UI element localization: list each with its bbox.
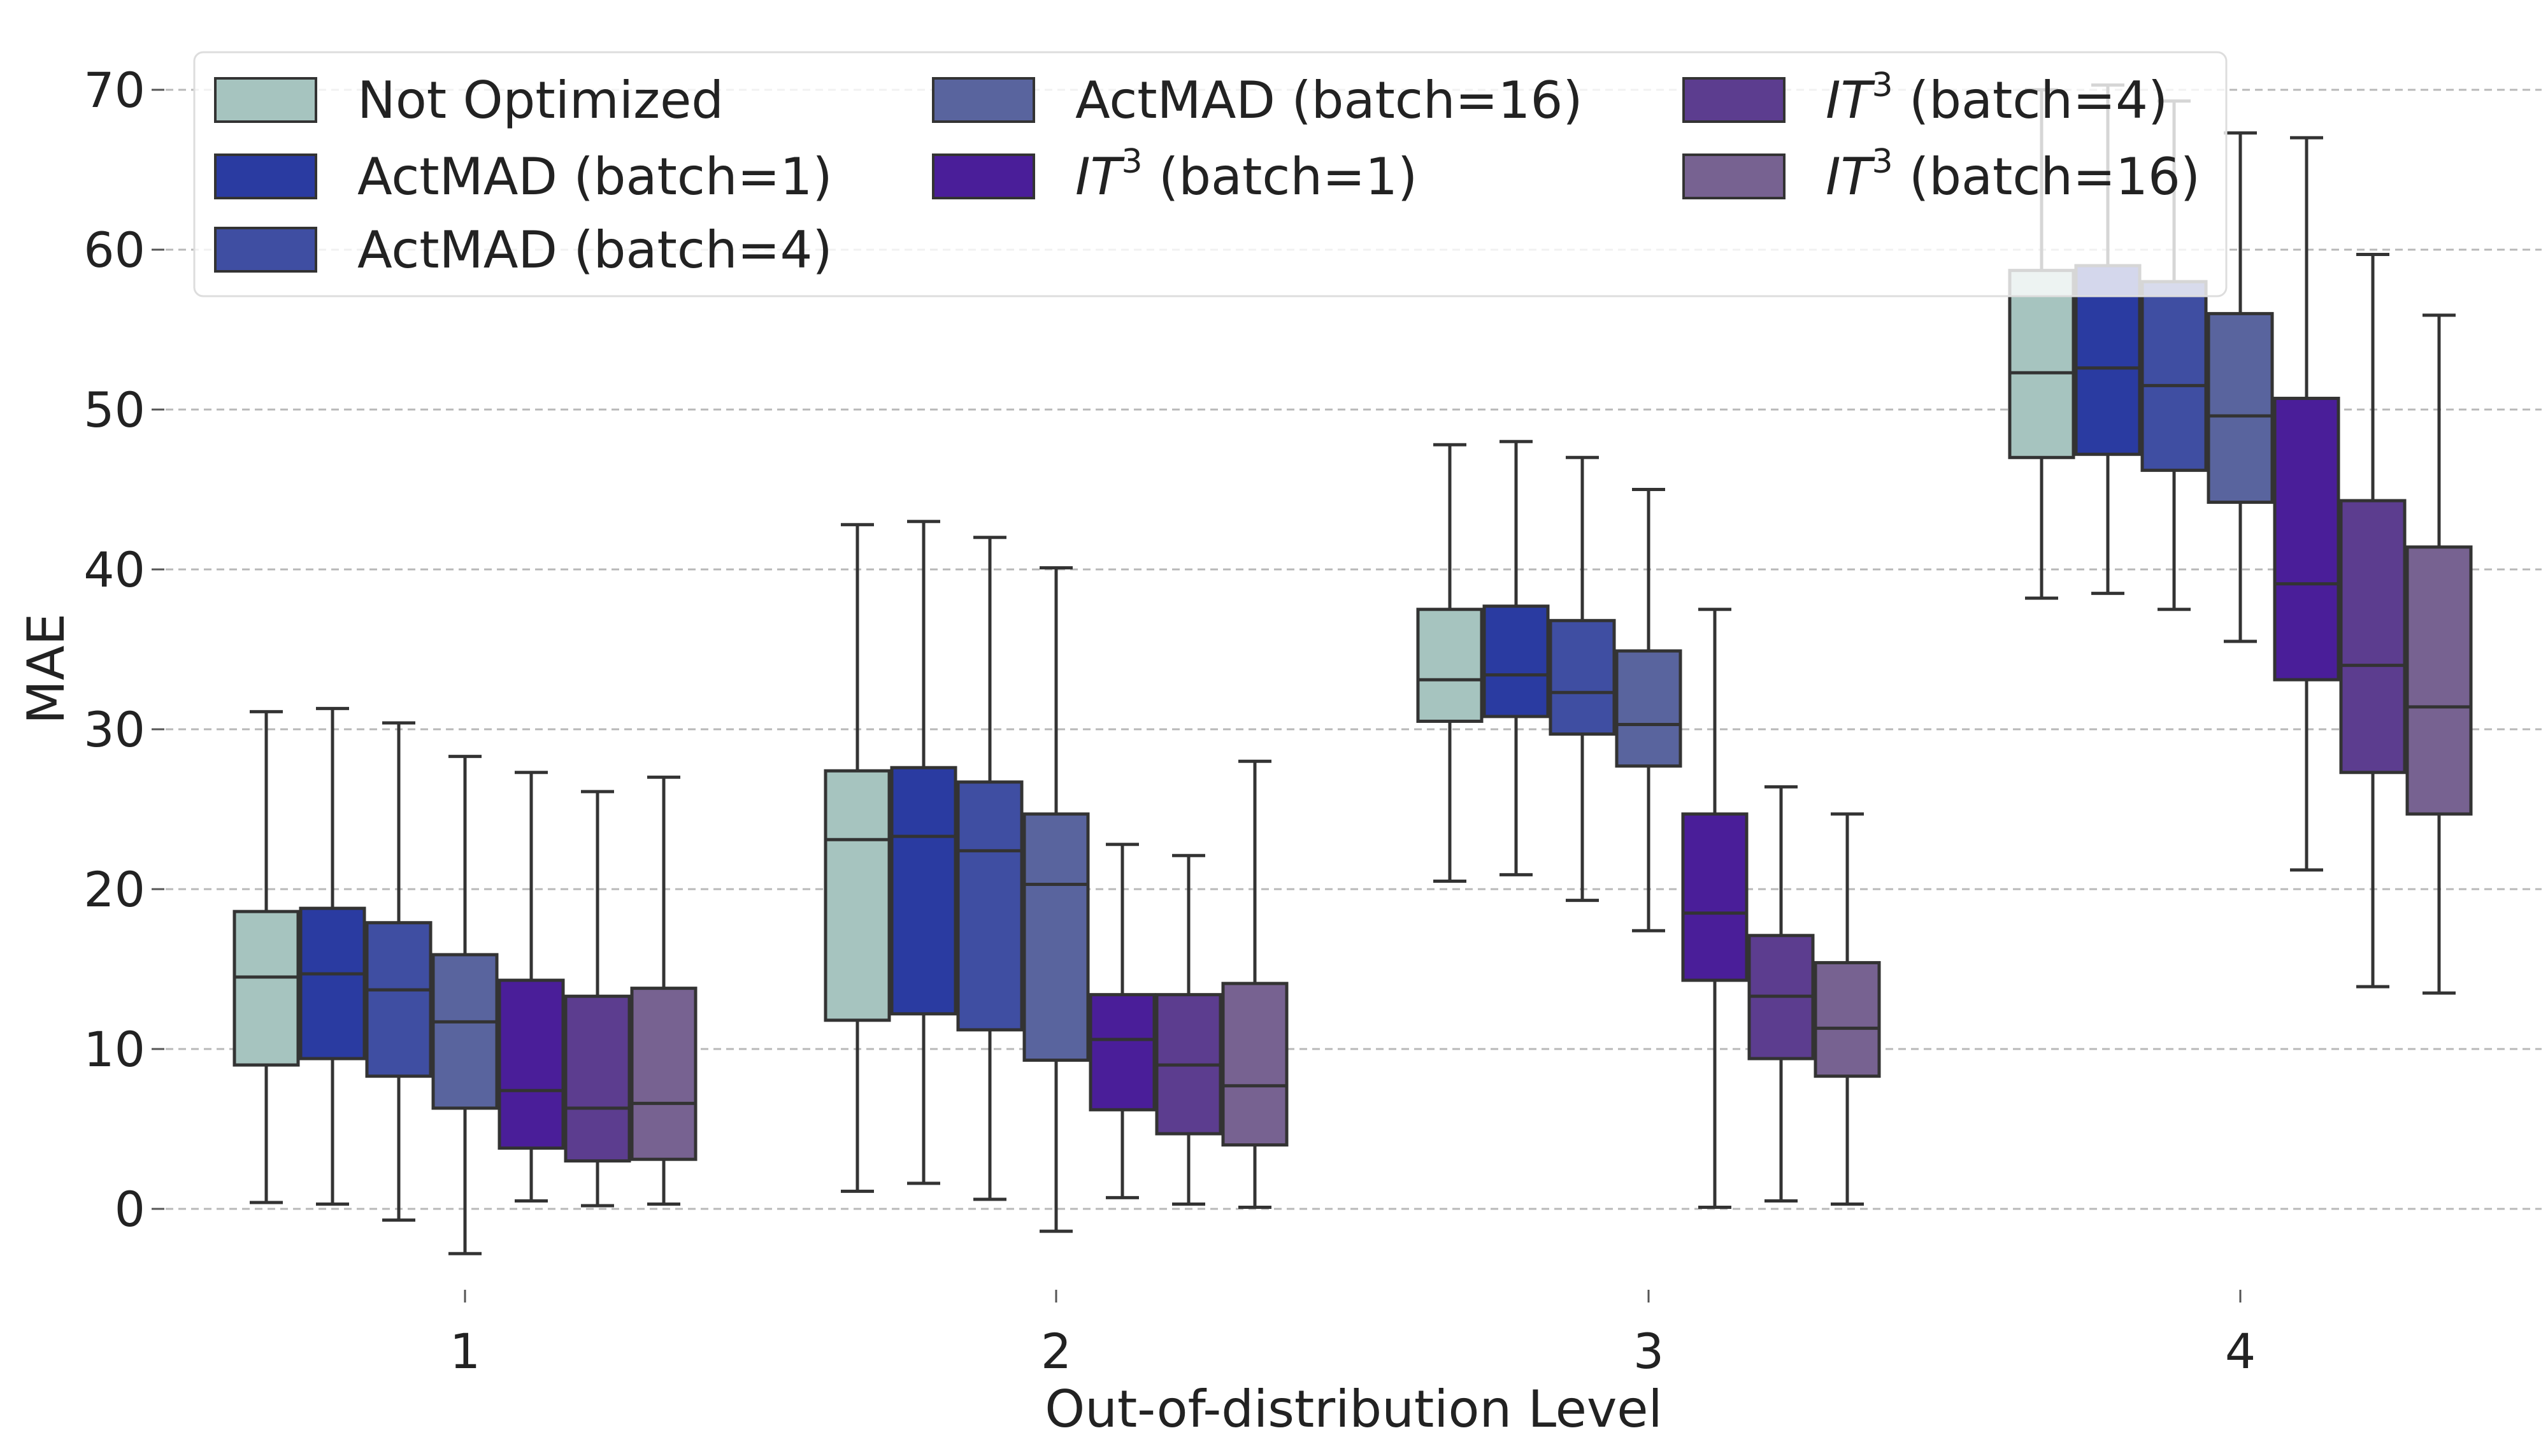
box-actmad-batch-4--level-1 bbox=[365, 721, 433, 1222]
legend-item: ActMAD (batch=16) bbox=[932, 71, 1583, 130]
legend-label: IT3 (batch=16) bbox=[1826, 143, 2200, 206]
legend-item: IT3 (batch=16) bbox=[1682, 143, 2200, 206]
box-body bbox=[365, 921, 433, 1078]
legend-swatch bbox=[1682, 77, 1786, 123]
box-it3-batch-4--level-1 bbox=[564, 790, 631, 1208]
box-actmad-batch-16--level-3 bbox=[1615, 488, 1682, 932]
box-body bbox=[1022, 812, 1090, 1062]
y-tick-label: 20 bbox=[83, 861, 145, 918]
y-tick-label: 50 bbox=[83, 382, 145, 438]
box-it3-batch-1--level-4 bbox=[2273, 136, 2340, 872]
y-tick-label: 40 bbox=[83, 541, 145, 598]
box-body bbox=[1221, 981, 1289, 1147]
box-body bbox=[1549, 618, 1616, 736]
y-tick-label: 10 bbox=[83, 1021, 145, 1078]
box-body bbox=[2273, 396, 2340, 682]
box-series bbox=[233, 83, 2473, 1255]
box-body bbox=[1615, 649, 1682, 768]
x-tick-label: 1 bbox=[450, 1323, 480, 1380]
x-tick-label: 4 bbox=[2225, 1323, 2256, 1380]
box-body bbox=[497, 978, 565, 1150]
box-body bbox=[2339, 499, 2407, 774]
box-body bbox=[2207, 311, 2274, 504]
box-it3-batch-16--level-4 bbox=[2405, 313, 2473, 995]
box-body bbox=[1482, 604, 1550, 718]
box-body bbox=[1814, 960, 1881, 1078]
box-body bbox=[824, 769, 891, 1022]
y-tick-label: 0 bbox=[115, 1181, 145, 1238]
box-it3-batch-4--level-2 bbox=[1155, 853, 1222, 1206]
legend-swatch bbox=[214, 77, 317, 123]
legend-swatch bbox=[1682, 153, 1786, 199]
box-actmad-batch-16--level-2 bbox=[1022, 566, 1090, 1233]
legend: Not Optimized ActMAD (batch=1) ActMAD (bat… bbox=[193, 51, 2228, 297]
box-body bbox=[1089, 993, 1156, 1111]
box-it3-batch-4--level-3 bbox=[1747, 785, 1815, 1203]
box-actmad-batch-4--level-2 bbox=[956, 536, 1024, 1201]
box-body bbox=[233, 910, 300, 1067]
box-not-optimized-level-2 bbox=[824, 523, 891, 1193]
box-it3-batch-16--level-2 bbox=[1221, 759, 1289, 1209]
legend-item: Not Optimized bbox=[214, 71, 724, 130]
legend-swatch bbox=[214, 153, 317, 199]
box-it3-batch-16--level-1 bbox=[630, 775, 698, 1206]
box-body bbox=[2140, 280, 2208, 472]
y-tick-label: 30 bbox=[83, 701, 145, 758]
box-body bbox=[630, 987, 698, 1161]
box-body bbox=[1681, 812, 1749, 982]
box-it3-batch-1--level-3 bbox=[1681, 608, 1749, 1209]
legend-label: ActMAD (batch=4) bbox=[357, 220, 833, 280]
legend-label: Not Optimized bbox=[357, 71, 724, 130]
box-body bbox=[431, 953, 499, 1110]
box-it3-batch-16--level-3 bbox=[1814, 812, 1881, 1206]
legend-label: IT3 (batch=4) bbox=[1826, 66, 2168, 130]
box-it3-batch-1--level-2 bbox=[1089, 843, 1156, 1199]
box-it3-batch-1--level-1 bbox=[497, 771, 565, 1203]
box-body bbox=[890, 766, 957, 1016]
box-not-optimized-level-3 bbox=[1416, 443, 1484, 883]
y-tick-label: 60 bbox=[83, 222, 145, 278]
legend-item: IT3 (batch=1) bbox=[932, 143, 1417, 206]
box-not-optimized-level-1 bbox=[233, 710, 300, 1204]
box-actmad-batch-4--level-3 bbox=[1549, 455, 1616, 903]
box-actmad-batch-1--level-2 bbox=[890, 520, 957, 1185]
y-axis-label: MAE bbox=[17, 613, 76, 724]
legend-label: ActMAD (batch=1) bbox=[357, 147, 833, 206]
legend-label: ActMAD (batch=16) bbox=[1075, 71, 1583, 130]
box-body bbox=[2008, 269, 2075, 459]
box-it3-batch-4--level-4 bbox=[2339, 253, 2407, 989]
box-body bbox=[1416, 608, 1484, 723]
box-actmad-batch-1--level-3 bbox=[1482, 439, 1550, 876]
x-axis-label: Out-of-distribution Level bbox=[1045, 1380, 1663, 1439]
legend-item: IT3 (batch=4) bbox=[1682, 66, 2168, 130]
legend-label: IT3 (batch=1) bbox=[1075, 143, 1417, 206]
box-actmad-batch-16--level-1 bbox=[431, 755, 499, 1255]
y-tick-label: 70 bbox=[83, 62, 145, 118]
legend-item: ActMAD (batch=1) bbox=[214, 147, 833, 206]
box-body bbox=[564, 994, 631, 1163]
box-body bbox=[299, 906, 366, 1060]
legend-swatch bbox=[932, 77, 1035, 123]
legend-item: ActMAD (batch=4) bbox=[214, 220, 833, 280]
y-axis-ticks: 0 10 20 30 40 50 60 70 bbox=[83, 62, 164, 1238]
x-tick-label: 3 bbox=[1633, 1323, 1664, 1380]
box-actmad-batch-1--level-1 bbox=[299, 706, 366, 1206]
legend-swatch bbox=[214, 227, 317, 273]
x-axis-ticks: 1 2 3 4 bbox=[450, 1290, 2256, 1380]
box-actmad-batch-16--level-4 bbox=[2207, 131, 2274, 643]
box-body bbox=[956, 780, 1024, 1032]
box-actmad-batch-4--level-4 bbox=[2140, 99, 2208, 611]
box-body bbox=[2405, 545, 2473, 816]
x-tick-label: 2 bbox=[1041, 1323, 1071, 1380]
legend-swatch bbox=[932, 153, 1035, 199]
